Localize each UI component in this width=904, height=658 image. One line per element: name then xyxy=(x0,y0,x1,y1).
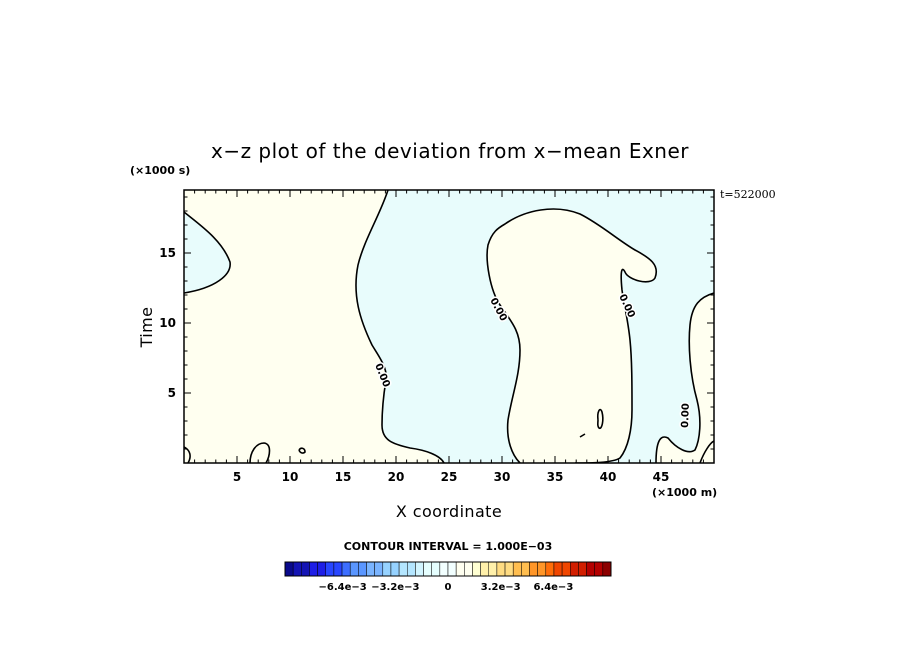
y-tick-label: 10 xyxy=(159,316,176,330)
colorbar-segment xyxy=(537,561,547,577)
colorbar-segment xyxy=(561,561,571,577)
zero-contour-lines xyxy=(184,190,714,463)
colorbar-segment xyxy=(594,561,604,577)
x-tick-label: 25 xyxy=(441,470,458,484)
colorbar-segment xyxy=(455,561,465,577)
colorbar-segment xyxy=(570,561,579,577)
contour-label-4: 0.00 xyxy=(680,403,692,428)
colorbar-segment xyxy=(292,561,302,577)
contour-line-small-mark xyxy=(579,433,586,438)
x-tick-label: 45 xyxy=(653,470,670,484)
colorbar-segment xyxy=(488,561,498,577)
colorbar-title: CONTOUR INTERVAL = 1.000E−03 xyxy=(344,540,553,553)
colorbar-tick-labels: −6.4e−3 −3.2e−3 0 3.2e−3 6.4e−3 xyxy=(319,582,574,593)
x-tick-label: 40 xyxy=(600,470,617,484)
colorbar-segment xyxy=(464,561,473,577)
colorbar-segment xyxy=(284,561,294,577)
contour-line-central xyxy=(355,190,445,463)
x-tick-label: 15 xyxy=(335,470,352,484)
x-unit-label: (×1000 m) xyxy=(652,486,717,499)
colorbar-segment xyxy=(301,561,310,577)
colorbar-segment xyxy=(521,561,530,577)
colorbar-segment xyxy=(325,561,335,577)
y-tick-label: 15 xyxy=(159,246,176,260)
contour-line-bottom-left-2 xyxy=(249,442,271,463)
contour-line-bottom-right xyxy=(699,440,714,463)
x-tick-label: 20 xyxy=(388,470,405,484)
x-tick-label: 10 xyxy=(282,470,299,484)
x-tick-label: 5 xyxy=(233,470,241,484)
negative-region-left xyxy=(184,212,231,293)
colorbar-segment xyxy=(358,561,367,577)
colorbar-segment xyxy=(480,561,490,577)
contour-line-bubble xyxy=(486,208,657,463)
x-tick-label: 30 xyxy=(494,470,511,484)
colorbar-segment xyxy=(602,561,612,577)
colorbar-segment xyxy=(390,561,400,577)
colorbar-segment xyxy=(545,561,555,577)
colorbar-segment xyxy=(447,561,457,577)
contour-line-left-lobe xyxy=(184,211,231,294)
colorbar-segment xyxy=(398,561,408,577)
colorbar-tick-label: −6.4e−3 xyxy=(319,582,367,593)
colorbar-segment xyxy=(415,561,424,577)
chart-title: x−z plot of the deviation from x−mean Ex… xyxy=(211,139,689,163)
colorbar-segment xyxy=(586,561,595,577)
colorbar-segment xyxy=(504,561,514,577)
colorbar-segment xyxy=(431,561,441,577)
contour-line-right xyxy=(655,292,714,463)
y-tick-label: 5 xyxy=(168,386,176,400)
colorbar-segment xyxy=(553,561,563,577)
x-axis-title: X coordinate xyxy=(396,502,502,521)
colorbar-segment xyxy=(317,561,327,577)
contour-line-bottom-left-1 xyxy=(184,446,191,463)
colorbar-tick-label: 3.2e−3 xyxy=(481,582,521,593)
colorbar-tick-label: −3.2e−3 xyxy=(371,582,419,593)
colorbar-tick-label: 6.4e−3 xyxy=(533,582,573,593)
x-tick-label: 35 xyxy=(547,470,564,484)
colorbar-segment xyxy=(472,561,481,577)
colorbar-segment xyxy=(341,561,351,577)
time-label: t=522000 xyxy=(720,188,776,201)
y-unit-label: (×1000 s) xyxy=(130,164,190,177)
colorbar-segment xyxy=(309,561,318,577)
colorbar-segment xyxy=(407,561,416,577)
colorbar-segment xyxy=(333,561,343,577)
colorbar-segment xyxy=(529,561,538,577)
colorbar-segment xyxy=(496,561,506,577)
colorbar-segment xyxy=(439,561,449,577)
colorbar-frame xyxy=(284,561,612,577)
negative-region-main xyxy=(355,190,714,463)
colorbar-tick-label: 0 xyxy=(445,582,452,593)
colorbar-segment xyxy=(366,561,375,577)
y-axis-title: Time xyxy=(137,307,156,349)
y-axis-ticks xyxy=(184,196,714,450)
colorbar xyxy=(284,561,612,577)
colorbar-segment xyxy=(423,561,432,577)
colorbar-segment xyxy=(512,561,522,577)
x-axis-ticks xyxy=(194,190,704,463)
colorbar-segment xyxy=(349,561,359,577)
x-axis-tick-labels: 5 10 15 20 25 30 35 40 45 xyxy=(233,470,670,484)
colorbar-segment xyxy=(578,561,587,577)
contour-line-bottom-left-3 xyxy=(298,447,306,454)
y-axis-tick-labels: 5 10 15 xyxy=(159,246,176,400)
contour-line-small-loop xyxy=(596,408,604,430)
colorbar-segment xyxy=(382,561,392,577)
plot-area: 0.00 0.00 0.00 0.00 xyxy=(184,190,714,463)
colorbar-segment xyxy=(374,561,384,577)
